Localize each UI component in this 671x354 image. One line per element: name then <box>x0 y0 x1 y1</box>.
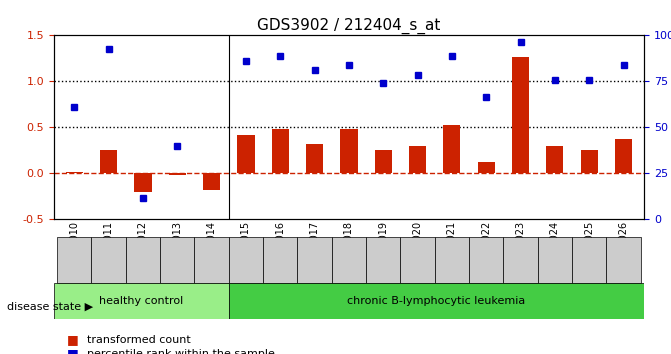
Text: healthy control: healthy control <box>99 296 183 306</box>
Bar <box>478 162 495 173</box>
FancyBboxPatch shape <box>125 237 160 283</box>
FancyBboxPatch shape <box>160 237 195 283</box>
Text: transformed count: transformed count <box>87 335 191 345</box>
Text: ■: ■ <box>67 348 79 354</box>
FancyBboxPatch shape <box>331 237 366 283</box>
FancyBboxPatch shape <box>503 237 537 283</box>
Text: disease state ▶: disease state ▶ <box>7 301 93 311</box>
FancyBboxPatch shape <box>297 237 331 283</box>
Bar <box>444 125 460 173</box>
Bar <box>168 173 186 175</box>
Text: percentile rank within the sample: percentile rank within the sample <box>87 349 275 354</box>
Bar <box>203 173 220 190</box>
FancyBboxPatch shape <box>57 237 91 283</box>
Title: GDS3902 / 212404_s_at: GDS3902 / 212404_s_at <box>257 18 441 34</box>
Bar <box>238 135 254 173</box>
FancyBboxPatch shape <box>607 237 641 283</box>
Text: ■: ■ <box>67 333 79 346</box>
Bar <box>306 144 323 173</box>
Bar <box>546 146 564 173</box>
FancyBboxPatch shape <box>54 283 229 319</box>
Bar <box>100 150 117 173</box>
Bar <box>340 129 358 173</box>
Bar <box>580 150 598 173</box>
Bar <box>272 129 289 173</box>
FancyBboxPatch shape <box>401 237 435 283</box>
FancyBboxPatch shape <box>229 283 644 319</box>
Bar <box>66 172 83 173</box>
Bar <box>409 146 426 173</box>
FancyBboxPatch shape <box>195 237 229 283</box>
FancyBboxPatch shape <box>537 237 572 283</box>
FancyBboxPatch shape <box>91 237 125 283</box>
FancyBboxPatch shape <box>229 237 263 283</box>
FancyBboxPatch shape <box>366 237 401 283</box>
Bar <box>374 150 392 173</box>
Text: chronic B-lymphocytic leukemia: chronic B-lymphocytic leukemia <box>348 296 525 306</box>
FancyBboxPatch shape <box>263 237 297 283</box>
FancyBboxPatch shape <box>469 237 503 283</box>
FancyBboxPatch shape <box>435 237 469 283</box>
FancyBboxPatch shape <box>572 237 607 283</box>
Bar <box>512 57 529 173</box>
Bar <box>615 139 632 173</box>
Bar <box>134 173 152 192</box>
